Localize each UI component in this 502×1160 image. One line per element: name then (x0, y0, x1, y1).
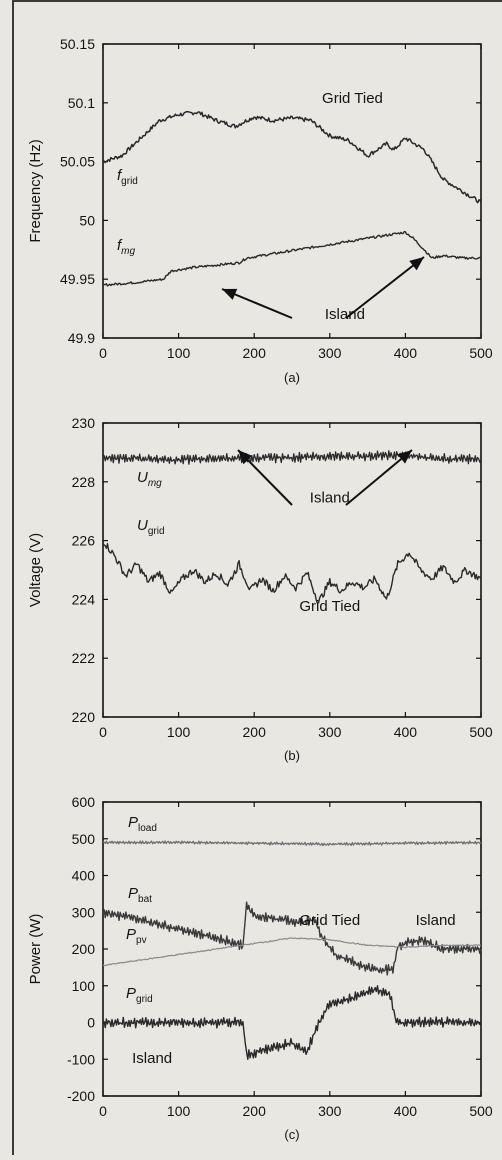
x-tick-label: 100 (167, 724, 191, 740)
y-tick-label: 49.9 (68, 330, 95, 346)
chart-panel-1: 0 100 200 300 400 500 49.9 49.95 50 50.05 50.1 50.1… (27, 36, 493, 385)
y-tick-label: 224 (72, 591, 96, 607)
annotation-arrow-head (222, 288, 238, 300)
series-line-f-mg (102, 230, 482, 287)
y-tick-label: 600 (72, 794, 96, 810)
y-tick-label: -200 (67, 1088, 95, 1104)
x-tick-label: 500 (469, 345, 493, 361)
y-tick-label: 220 (72, 709, 96, 725)
panel-label: (b) (284, 748, 300, 763)
y-tick-label: 222 (72, 650, 96, 666)
chart-panel-3: 0 100 200 300 400 500 -200 -100 0 100 200 300 400 500… (27, 794, 493, 1142)
x-tick-label: 0 (99, 1103, 107, 1119)
series-label-grid: Pgrid (126, 985, 153, 1005)
x-tick-label: 0 (99, 724, 107, 740)
y-tick-label: 0 (87, 1015, 95, 1031)
y-tick-label: 226 (72, 533, 96, 549)
annotation-arrow-head (238, 450, 253, 465)
x-tick-label: 500 (469, 1103, 493, 1119)
series-label-mg: fmg (117, 237, 136, 257)
y-axis-title: Voltage (V) (27, 533, 44, 607)
plot-frame (102, 422, 482, 718)
annotation-arrow-head (409, 257, 424, 271)
y-tick-label: 50.1 (68, 95, 95, 111)
x-tick-label: 300 (318, 724, 342, 740)
x-tick-label: 100 (167, 345, 191, 361)
x-tick-label: 300 (318, 1103, 342, 1119)
x-tick-label: 300 (318, 345, 342, 361)
x-tick-label: 0 (99, 345, 107, 361)
x-tick-label: 400 (394, 345, 418, 361)
x-tick-label: 200 (243, 724, 267, 740)
series-line-P-grid (102, 985, 482, 1060)
annotation-grid-tied: Grid Tied (299, 912, 360, 929)
x-tick-label: 500 (469, 724, 493, 740)
series-line-P-load (102, 840, 482, 847)
y-tick-label: 300 (72, 904, 96, 920)
annotation-island: Island (132, 1050, 172, 1067)
series-line-U-grid (102, 543, 482, 604)
series-line-f-grid (102, 110, 482, 204)
page-edge-top (12, 0, 502, 2)
series-line-P-bat (102, 901, 482, 976)
plot-frame (102, 43, 482, 339)
x-tick-label: 400 (394, 1103, 418, 1119)
series-label-grid: Ugrid (137, 517, 165, 537)
series-label-grid: fgrid (117, 167, 138, 187)
y-tick-label: 228 (72, 474, 96, 490)
annotation-arrow-shaft (345, 449, 413, 506)
y-tick-label: 400 (72, 868, 96, 884)
annotation-island: Island (416, 912, 456, 929)
y-axis-title: Power (W) (27, 914, 44, 985)
series-label-load: Pload (128, 814, 157, 834)
chart-panel-2: 0 100 200 300 400 500 220 222 224 226 228 230 Voltag… (27, 415, 493, 763)
y-tick-label: 100 (72, 978, 96, 994)
y-tick-label: 200 (72, 941, 96, 957)
series-line-U-mg (102, 450, 482, 465)
series-label-mg: Umg (137, 469, 162, 489)
page-edge-left (12, 0, 14, 1155)
panel-label: (a) (284, 370, 300, 385)
annotation-grid-tied: Grid Tied (299, 598, 360, 615)
annotation-arrow-shaft (345, 256, 425, 319)
y-tick-label: 500 (72, 831, 96, 847)
series-line-P-pv (102, 937, 481, 967)
annotation-arrow-head (397, 450, 412, 464)
series-label-pv: Ppv (126, 926, 147, 946)
panel-label: (c) (284, 1127, 299, 1142)
annotation-grid-tied: Grid Tied (322, 90, 383, 107)
y-tick-label: 230 (72, 415, 96, 431)
x-tick-label: 100 (167, 1103, 191, 1119)
y-tick-label: 50 (79, 212, 95, 228)
y-tick-label: 50.05 (60, 154, 95, 170)
x-tick-label: 200 (243, 345, 267, 361)
y-tick-label: -100 (67, 1051, 95, 1067)
series-label-bat: Pbat (128, 885, 152, 905)
y-axis-title: Frequency (Hz) (27, 139, 44, 242)
x-tick-label: 400 (394, 724, 418, 740)
x-tick-label: 200 (243, 1103, 267, 1119)
y-tick-label: 50.15 (60, 36, 95, 52)
y-tick-label: 49.95 (60, 271, 95, 287)
annotation-island: Island (310, 489, 350, 506)
